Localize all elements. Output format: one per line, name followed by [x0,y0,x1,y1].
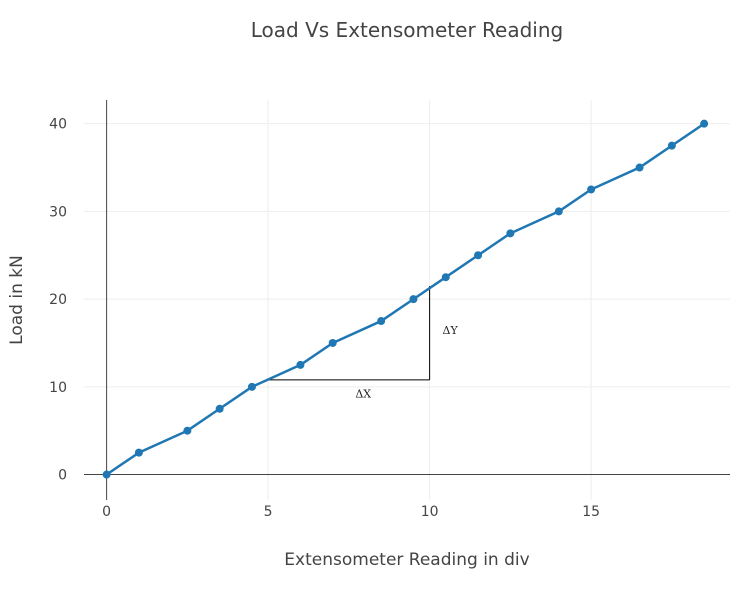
data-point [328,338,337,347]
y-tick-label: 0 [58,468,67,484]
slope-triangle [268,285,431,381]
annotation-label: ΔX [355,387,371,400]
annotation-label: ΔY [443,324,459,337]
series [102,119,709,479]
data-point [700,119,709,128]
x-tick-label: 0 [102,504,111,520]
data-point [215,404,224,413]
data-point [296,360,305,369]
data-point [247,382,256,391]
data-point [183,426,192,435]
data-point [409,295,418,304]
y-axis-title: Load in kN [7,255,27,345]
x-tick-label: 15 [582,504,600,520]
annotations: ΔY ΔX [355,324,458,400]
data-point [587,185,596,194]
y-tick-label: 20 [49,292,67,308]
data-point [377,317,386,326]
data-point [635,163,644,172]
chart-title: Load Vs Extensometer Reading [251,18,563,42]
y-tick-label: 40 [49,117,67,133]
data-point [474,251,483,260]
grid [84,100,730,500]
y-tick-label: 10 [49,380,67,396]
x-tick-label: 10 [421,504,439,520]
data-point [134,448,143,457]
data-point [441,273,450,282]
x-tick-label: 5 [264,504,273,520]
y-tick-label: 30 [49,204,67,220]
data-point [554,207,563,216]
data-point [667,141,676,150]
data-point [506,229,515,238]
axes [84,100,730,500]
data-point [102,470,111,479]
x-axis-title: Extensometer Reading in div [284,550,529,570]
tick-labels: 0 5 10 15 0 10 20 30 40 [49,117,600,520]
